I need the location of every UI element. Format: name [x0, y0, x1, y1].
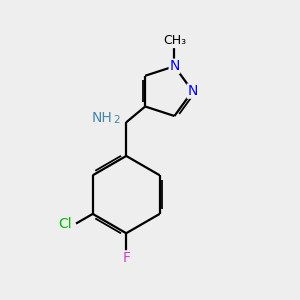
Text: NH: NH [92, 111, 112, 125]
Text: F: F [122, 251, 130, 265]
Text: CH₃: CH₃ [163, 34, 186, 47]
Text: 2: 2 [113, 115, 119, 125]
Text: N: N [187, 84, 198, 98]
Text: N: N [169, 59, 180, 73]
Text: Cl: Cl [58, 217, 72, 231]
